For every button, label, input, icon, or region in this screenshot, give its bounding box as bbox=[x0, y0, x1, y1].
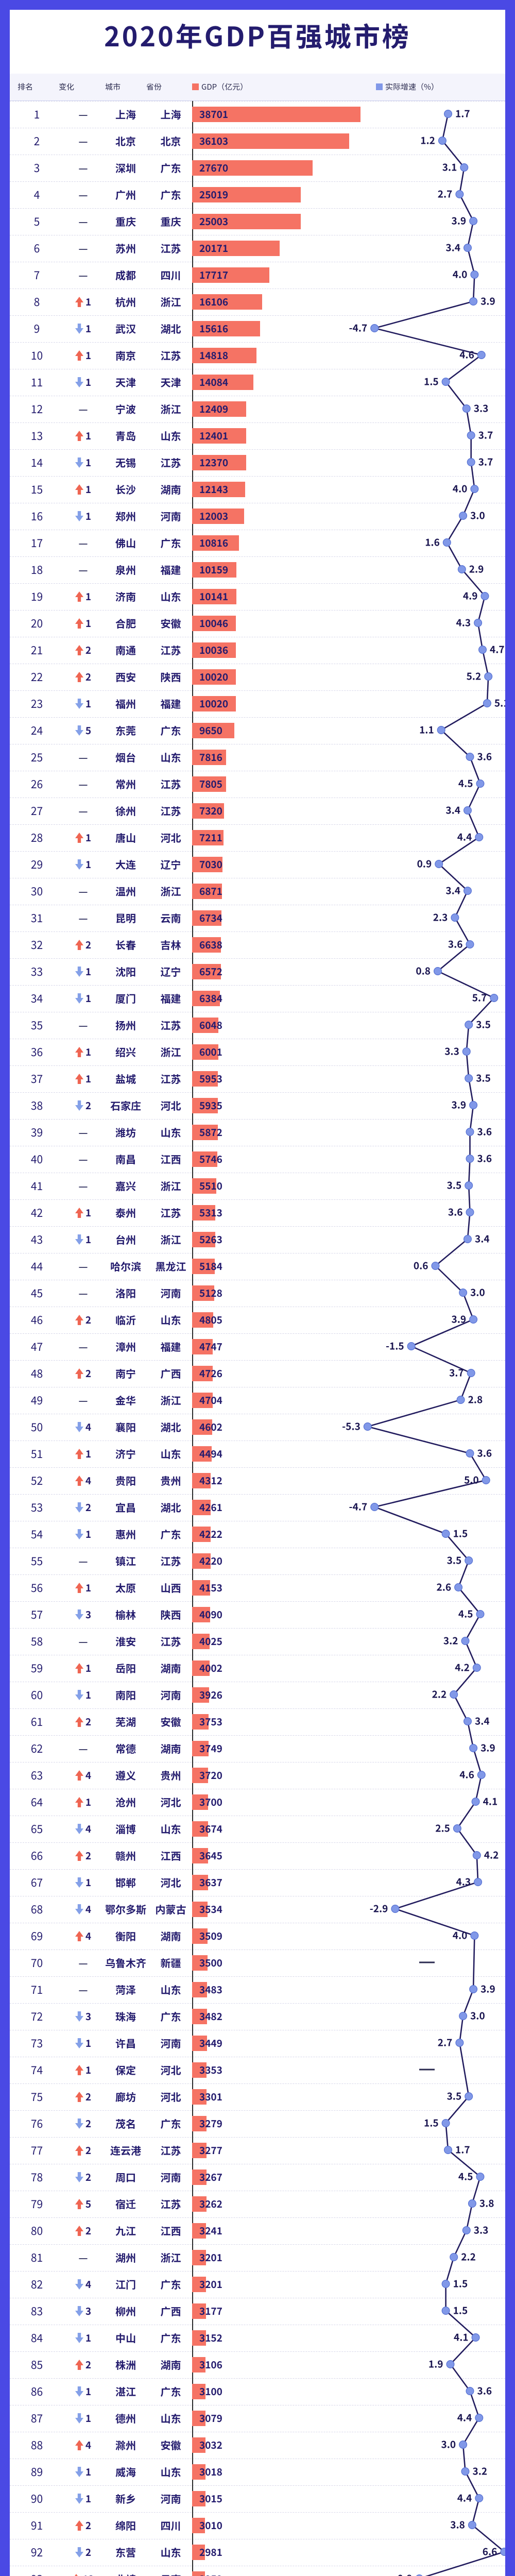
svg-text:1.2: 1.2 bbox=[420, 133, 435, 147]
svg-text:6.6: 6.6 bbox=[483, 2545, 497, 2558]
svg-text:-2.9: -2.9 bbox=[370, 1902, 388, 1916]
svg-text:-4.7: -4.7 bbox=[349, 1500, 368, 1514]
svg-text:2.8: 2.8 bbox=[468, 1393, 483, 1406]
svg-text:3.9: 3.9 bbox=[451, 214, 466, 228]
svg-text:4.2: 4.2 bbox=[484, 1848, 499, 1862]
svg-text:3.5: 3.5 bbox=[447, 1553, 462, 1567]
svg-text:3.1: 3.1 bbox=[442, 160, 457, 174]
svg-text:-4.7: -4.7 bbox=[349, 321, 368, 335]
svg-text:2.5: 2.5 bbox=[435, 1821, 450, 1835]
svg-text:5.2: 5.2 bbox=[467, 669, 482, 683]
svg-text:3.8: 3.8 bbox=[479, 2196, 494, 2210]
svg-text:3.9: 3.9 bbox=[480, 294, 495, 308]
svg-text:3.6: 3.6 bbox=[477, 750, 492, 764]
svg-text:3.5: 3.5 bbox=[476, 1071, 491, 1085]
svg-text:4.0: 4.0 bbox=[453, 267, 468, 281]
svg-text:3.0: 3.0 bbox=[441, 2437, 456, 2451]
svg-text:1.5: 1.5 bbox=[453, 2303, 468, 2317]
svg-text:4.4: 4.4 bbox=[457, 830, 472, 844]
svg-text:3.4: 3.4 bbox=[445, 803, 460, 817]
svg-text:1.7: 1.7 bbox=[455, 2143, 470, 2157]
svg-text:-0.8: -0.8 bbox=[394, 2571, 413, 2576]
svg-text:4.5: 4.5 bbox=[458, 1607, 473, 1621]
svg-text:2.9: 2.9 bbox=[469, 562, 484, 576]
svg-text:2.6: 2.6 bbox=[436, 1580, 451, 1594]
svg-text:1.5: 1.5 bbox=[424, 375, 439, 388]
svg-text:3.3: 3.3 bbox=[444, 1044, 459, 1058]
svg-text:3.7: 3.7 bbox=[478, 455, 493, 469]
svg-text:1.5: 1.5 bbox=[453, 2277, 468, 2291]
svg-text:4.4: 4.4 bbox=[457, 2491, 472, 2505]
svg-text:3.6: 3.6 bbox=[477, 1125, 492, 1139]
svg-text:1.6: 1.6 bbox=[425, 535, 440, 549]
svg-text:4.1: 4.1 bbox=[483, 1794, 498, 1808]
svg-text:5.0: 5.0 bbox=[464, 1473, 479, 1487]
svg-text:1.1: 1.1 bbox=[419, 723, 434, 737]
svg-text:3.0: 3.0 bbox=[470, 2009, 485, 2023]
svg-text:1.9: 1.9 bbox=[428, 2357, 443, 2371]
svg-text:3.2: 3.2 bbox=[473, 2464, 488, 2478]
svg-text:0.6: 0.6 bbox=[414, 1259, 428, 1273]
svg-text:3.9: 3.9 bbox=[451, 1312, 466, 1326]
svg-text:3.4: 3.4 bbox=[445, 884, 460, 897]
svg-text:0.9: 0.9 bbox=[417, 857, 432, 871]
svg-text:3.6: 3.6 bbox=[477, 1446, 492, 1460]
svg-text:3.5: 3.5 bbox=[447, 1178, 462, 1192]
svg-text:3.7: 3.7 bbox=[449, 1366, 464, 1380]
svg-text:1.5: 1.5 bbox=[453, 1527, 468, 1540]
svg-text:3.4: 3.4 bbox=[445, 241, 460, 255]
svg-text:3.9: 3.9 bbox=[451, 1098, 466, 1112]
svg-text:3.6: 3.6 bbox=[477, 1151, 492, 1165]
svg-text:4.7: 4.7 bbox=[490, 642, 505, 656]
svg-text:4.3: 4.3 bbox=[456, 1875, 471, 1889]
svg-text:3.0: 3.0 bbox=[470, 1285, 485, 1299]
svg-text:0.8: 0.8 bbox=[416, 964, 431, 978]
svg-text:3.4: 3.4 bbox=[475, 1232, 490, 1246]
svg-text:4.4: 4.4 bbox=[457, 2411, 472, 2425]
svg-text:-5.3: -5.3 bbox=[342, 1419, 360, 1433]
svg-text:3.7: 3.7 bbox=[478, 428, 493, 442]
svg-text:3.9: 3.9 bbox=[480, 1741, 495, 1755]
svg-text:2.7: 2.7 bbox=[438, 187, 453, 201]
svg-text:4.2: 4.2 bbox=[455, 1660, 470, 1674]
svg-text:4.6: 4.6 bbox=[459, 348, 474, 362]
svg-text:2.3: 2.3 bbox=[433, 910, 448, 924]
svg-text:4.3: 4.3 bbox=[456, 616, 471, 630]
svg-text:3.0: 3.0 bbox=[470, 509, 485, 522]
svg-text:5.1: 5.1 bbox=[494, 696, 505, 710]
svg-text:4.5: 4.5 bbox=[458, 776, 473, 790]
svg-text:3.9: 3.9 bbox=[480, 1982, 495, 1996]
svg-text:3.2: 3.2 bbox=[443, 1634, 458, 1648]
svg-text:3.3: 3.3 bbox=[474, 2223, 489, 2237]
svg-text:3.6: 3.6 bbox=[448, 1205, 463, 1219]
svg-text:3.4: 3.4 bbox=[475, 1714, 490, 1728]
svg-text:1.7: 1.7 bbox=[455, 107, 470, 121]
svg-text:4.5: 4.5 bbox=[458, 2170, 473, 2183]
svg-text:3.6: 3.6 bbox=[448, 937, 463, 951]
svg-text:4.0: 4.0 bbox=[453, 1928, 468, 1942]
svg-text:1.5: 1.5 bbox=[424, 2116, 439, 2130]
svg-text:3.6: 3.6 bbox=[477, 2384, 492, 2398]
svg-text:3.3: 3.3 bbox=[474, 401, 489, 415]
svg-text:4.6: 4.6 bbox=[459, 1768, 474, 1782]
svg-text:4.9: 4.9 bbox=[463, 589, 478, 603]
svg-text:3.5: 3.5 bbox=[476, 1018, 491, 1031]
svg-text:3.5: 3.5 bbox=[447, 2089, 462, 2103]
svg-text:4.1: 4.1 bbox=[454, 2330, 469, 2344]
svg-text:5.7: 5.7 bbox=[472, 991, 487, 1005]
svg-text:2.2: 2.2 bbox=[461, 2250, 476, 2264]
svg-text:3.8: 3.8 bbox=[450, 2518, 465, 2532]
svg-text:2.2: 2.2 bbox=[432, 1687, 447, 1701]
svg-text:-1.5: -1.5 bbox=[386, 1339, 404, 1353]
svg-text:2.7: 2.7 bbox=[438, 2036, 453, 2049]
svg-text:4.0: 4.0 bbox=[453, 482, 468, 496]
